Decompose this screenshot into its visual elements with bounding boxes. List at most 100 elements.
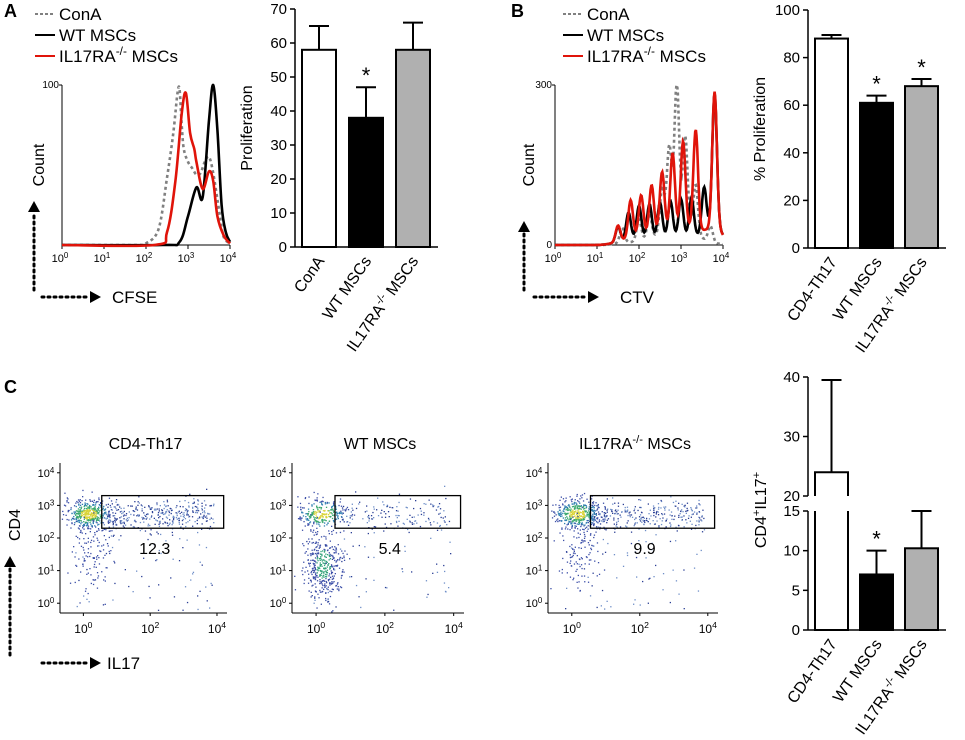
event-dot bbox=[331, 558, 334, 560]
event-dot bbox=[158, 523, 160, 525]
event-dot bbox=[210, 517, 212, 519]
event-dot bbox=[84, 517, 86, 519]
event-dot bbox=[570, 523, 572, 525]
event-dot bbox=[161, 512, 164, 515]
event-dot bbox=[329, 540, 331, 542]
event-dot bbox=[335, 508, 337, 510]
event-dot bbox=[593, 534, 596, 536]
event-dot bbox=[80, 516, 82, 518]
event-dot bbox=[331, 554, 333, 556]
event-dot bbox=[123, 518, 125, 520]
event-dot bbox=[580, 542, 582, 544]
event-dot bbox=[105, 539, 107, 541]
event-dot bbox=[138, 515, 140, 517]
event-dot bbox=[681, 509, 683, 511]
category-label: ConA bbox=[291, 253, 328, 296]
event-dot bbox=[304, 497, 306, 500]
event-dot bbox=[83, 559, 86, 562]
event-dot bbox=[630, 542, 633, 545]
event-dot bbox=[327, 601, 330, 603]
event-dot bbox=[321, 565, 323, 567]
event-dot bbox=[109, 530, 111, 532]
event-dot bbox=[315, 541, 317, 543]
event-dot bbox=[602, 521, 604, 523]
event-dot bbox=[203, 516, 205, 518]
event-dot bbox=[631, 516, 634, 518]
event-dot bbox=[358, 503, 360, 505]
event-dot bbox=[426, 596, 428, 598]
event-dot bbox=[213, 503, 215, 505]
event-dot bbox=[319, 506, 321, 509]
event-dot bbox=[318, 517, 320, 519]
event-dot bbox=[87, 512, 89, 515]
event-dot bbox=[690, 508, 693, 510]
event-dot bbox=[370, 515, 373, 517]
event-dot bbox=[594, 510, 596, 512]
event-dot bbox=[79, 602, 81, 604]
event-dot bbox=[566, 512, 568, 515]
event-dot bbox=[322, 510, 325, 512]
event-dot bbox=[333, 557, 335, 559]
event-dot bbox=[105, 512, 107, 514]
event-dot bbox=[95, 526, 97, 528]
event-dot bbox=[569, 515, 571, 517]
event-dot bbox=[316, 554, 318, 556]
event-dot bbox=[325, 538, 327, 540]
event-dot bbox=[130, 524, 132, 526]
series-wtmscs-line bbox=[61, 83, 232, 247]
event-dot bbox=[201, 528, 203, 530]
event-dot bbox=[149, 518, 151, 520]
event-dot bbox=[86, 514, 88, 516]
event-dot bbox=[148, 585, 150, 588]
event-dot bbox=[583, 505, 585, 508]
event-dot bbox=[163, 507, 165, 510]
event-dot bbox=[322, 520, 324, 522]
event-dot bbox=[101, 571, 103, 573]
event-dot bbox=[690, 507, 692, 509]
event-dot bbox=[323, 548, 325, 551]
gate-box bbox=[334, 494, 462, 529]
event-dot bbox=[83, 595, 85, 597]
event-dot bbox=[603, 514, 606, 516]
event-dot bbox=[572, 552, 575, 554]
event-dot bbox=[408, 531, 410, 534]
event-dot bbox=[396, 506, 398, 508]
event-dot bbox=[329, 512, 331, 514]
event-dot bbox=[325, 520, 327, 522]
event-dot bbox=[85, 533, 87, 535]
event-dot bbox=[111, 530, 113, 532]
event-dot bbox=[364, 511, 366, 513]
event-dot bbox=[328, 515, 330, 518]
event-dot bbox=[318, 506, 320, 509]
event-dot bbox=[393, 609, 395, 611]
event-dot bbox=[619, 514, 621, 516]
event-dot bbox=[386, 505, 389, 508]
event-dot bbox=[153, 509, 156, 511]
event-dot bbox=[346, 553, 348, 555]
event-dot bbox=[81, 511, 83, 513]
event-dot bbox=[326, 516, 328, 518]
event-dot bbox=[99, 550, 101, 552]
event-dot bbox=[77, 517, 79, 519]
event-dot bbox=[173, 516, 175, 518]
event-dot bbox=[588, 559, 591, 561]
event-dot bbox=[590, 559, 592, 561]
event-dot bbox=[66, 500, 68, 502]
event-dot bbox=[336, 588, 338, 590]
event-dot bbox=[432, 505, 434, 508]
event-dot bbox=[96, 508, 99, 510]
event-dot bbox=[86, 505, 88, 507]
y-tick-label: 20 bbox=[783, 192, 800, 209]
event-dot bbox=[316, 607, 318, 609]
event-dot bbox=[108, 530, 110, 532]
event-dot bbox=[319, 574, 321, 576]
event-dot bbox=[320, 582, 322, 584]
event-dot bbox=[581, 558, 583, 560]
event-dot bbox=[314, 563, 316, 565]
event-dot bbox=[85, 507, 87, 510]
event-dot bbox=[304, 497, 307, 499]
event-dot bbox=[335, 565, 338, 567]
event-dot bbox=[636, 576, 638, 578]
event-dot bbox=[161, 510, 164, 512]
